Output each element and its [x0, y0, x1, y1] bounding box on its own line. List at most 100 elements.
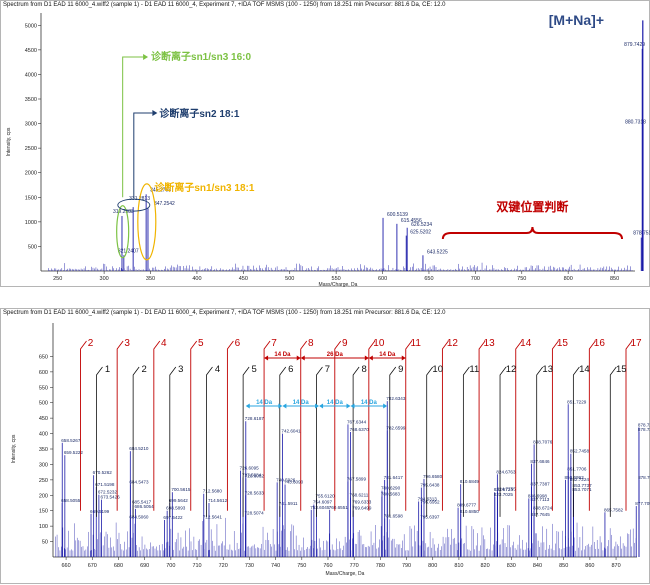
peak-label: 658.5267 [61, 438, 81, 443]
black-marker-label: 8 [361, 364, 366, 375]
peak-label: 878.7901 [638, 475, 650, 480]
peak-label: 728.5633 [245, 490, 265, 495]
y-tick-label: 350 [39, 447, 48, 453]
y-tick-label: 650 [39, 354, 48, 360]
peak-label: 852.7458 [570, 449, 590, 454]
x-tick-label: 840 [533, 563, 542, 569]
black-marker-label: 5 [251, 364, 256, 375]
x-tick-label: 850 [559, 563, 568, 569]
peak-label: 878.7513 [633, 231, 650, 237]
red-marker-line [226, 340, 234, 511]
peak-label: 671.5198 [95, 482, 115, 487]
peak-label: 321.2407 [118, 248, 139, 254]
x-tick-label: 780 [376, 563, 385, 569]
peak-label: 795.6952 [420, 500, 440, 505]
peak-label: 878.7360 [638, 427, 650, 432]
y-tick-label: 1000 [25, 220, 37, 226]
x-tick-label: 800 [428, 563, 437, 569]
annotation-sn2-181: 诊断离子sn2 18:1 [159, 107, 239, 120]
peak-label: 794.6313 [418, 496, 438, 501]
x-tick-label: 800 [564, 276, 573, 282]
peak-label: 837.7387 [531, 482, 551, 487]
red-marker-line [80, 340, 87, 511]
red-da-label: 26 Da [327, 352, 344, 358]
blue-da-arrow-head [282, 403, 320, 409]
blue-da-arrow-head [350, 403, 388, 409]
y-tick-label: 4000 [25, 72, 37, 78]
x-tick-label: 810 [454, 563, 463, 569]
peak-label: 741.5911 [279, 501, 298, 506]
red-marker-label: 16 [594, 338, 606, 349]
peak-label: 810.6850 [460, 509, 480, 514]
peak-label: 345.2763 [150, 187, 171, 193]
red-da-arrow-head [368, 355, 406, 361]
red-marker-label: 5 [198, 338, 204, 349]
black-marker-line [242, 366, 250, 517]
arrow-navy-head [152, 110, 158, 116]
peak-label: 699.5642 [169, 498, 189, 503]
arrow-green-head [143, 54, 149, 60]
y-tick-label: 550 [39, 385, 48, 391]
peak-label: 782.6343 [386, 396, 406, 401]
peak-label: 319.2583 [113, 209, 134, 215]
red-marker-label: 17 [630, 338, 642, 349]
x-tick-label: 300 [100, 276, 109, 282]
blue-da-arrow-head [245, 403, 283, 409]
x-tick-label: 750 [517, 276, 526, 282]
peak-label: 852.7224 [570, 477, 590, 482]
peak-label: 684.5060 [129, 514, 149, 519]
black-marker-line [279, 366, 287, 517]
black-marker-label: 13 [542, 364, 553, 375]
peak-label: 879.7429 [624, 42, 645, 48]
peak-label: 684.5473 [129, 479, 149, 484]
peak-label: 837.7645 [531, 512, 551, 517]
red-marker-label: 15 [557, 338, 569, 349]
black-marker-label: 15 [616, 364, 627, 375]
red-marker-label: 9 [342, 338, 348, 349]
black-marker-line [352, 366, 360, 517]
x-tick-label: 710 [192, 563, 201, 569]
peak-label: 809.6777 [457, 503, 477, 508]
x-tick-label: 650 [424, 276, 433, 282]
x-tick-label: 660 [62, 563, 71, 569]
y-tick-label: 450 [39, 416, 48, 422]
peak-label: 838.6724 [533, 506, 553, 511]
y-tick-label: 400 [39, 432, 48, 438]
black-marker-line [206, 366, 213, 517]
peak-label: 728.5074 [245, 510, 265, 515]
red-marker-line [368, 340, 376, 511]
peak-label: 768.6370 [350, 427, 370, 432]
y-tick-label: 500 [28, 244, 37, 250]
peak-label: 728.6187 [245, 416, 265, 421]
red-marker-line [405, 340, 413, 511]
peak-label: 810.6849 [460, 479, 480, 484]
red-marker-line [116, 340, 124, 511]
black-marker-line [536, 366, 544, 517]
black-marker-line [572, 366, 580, 517]
annotation-double-bond: 双键位置判断 [496, 199, 568, 214]
x-tick-label: 820 [481, 563, 490, 569]
peak-label: 600.5139 [387, 212, 408, 218]
peak-label: 837.7113 [530, 497, 549, 502]
x-tick-label: 830 [507, 563, 516, 569]
black-marker-label: 7 [325, 364, 330, 375]
peak-label: 658.5055 [61, 498, 81, 503]
peak-label: 851.7706 [567, 467, 587, 472]
peak-label: 697.5422 [163, 515, 183, 520]
peak-label: 795.6397 [420, 514, 440, 519]
black-marker-line [132, 366, 140, 517]
peak-label: 669.5199 [90, 509, 110, 514]
x-tick-label: 600 [378, 276, 387, 282]
peak-label: 686.5054 [135, 504, 155, 509]
x-tick-label: 790 [402, 563, 411, 569]
peak-label: 782.6599 [386, 425, 406, 430]
peak-label: 824.7755 [497, 487, 517, 492]
y-tick-label: 4500 [25, 48, 37, 54]
peak-label: 865.7582 [604, 507, 624, 512]
peak-label: 712.5641 [203, 514, 223, 519]
x-tick-label: 740 [271, 563, 280, 569]
black-marker-label: 10 [432, 364, 443, 375]
peak-label: 853.7737 [573, 483, 593, 488]
x-tick-label: 700 [166, 563, 175, 569]
peak-label: 643.5225 [427, 249, 448, 255]
